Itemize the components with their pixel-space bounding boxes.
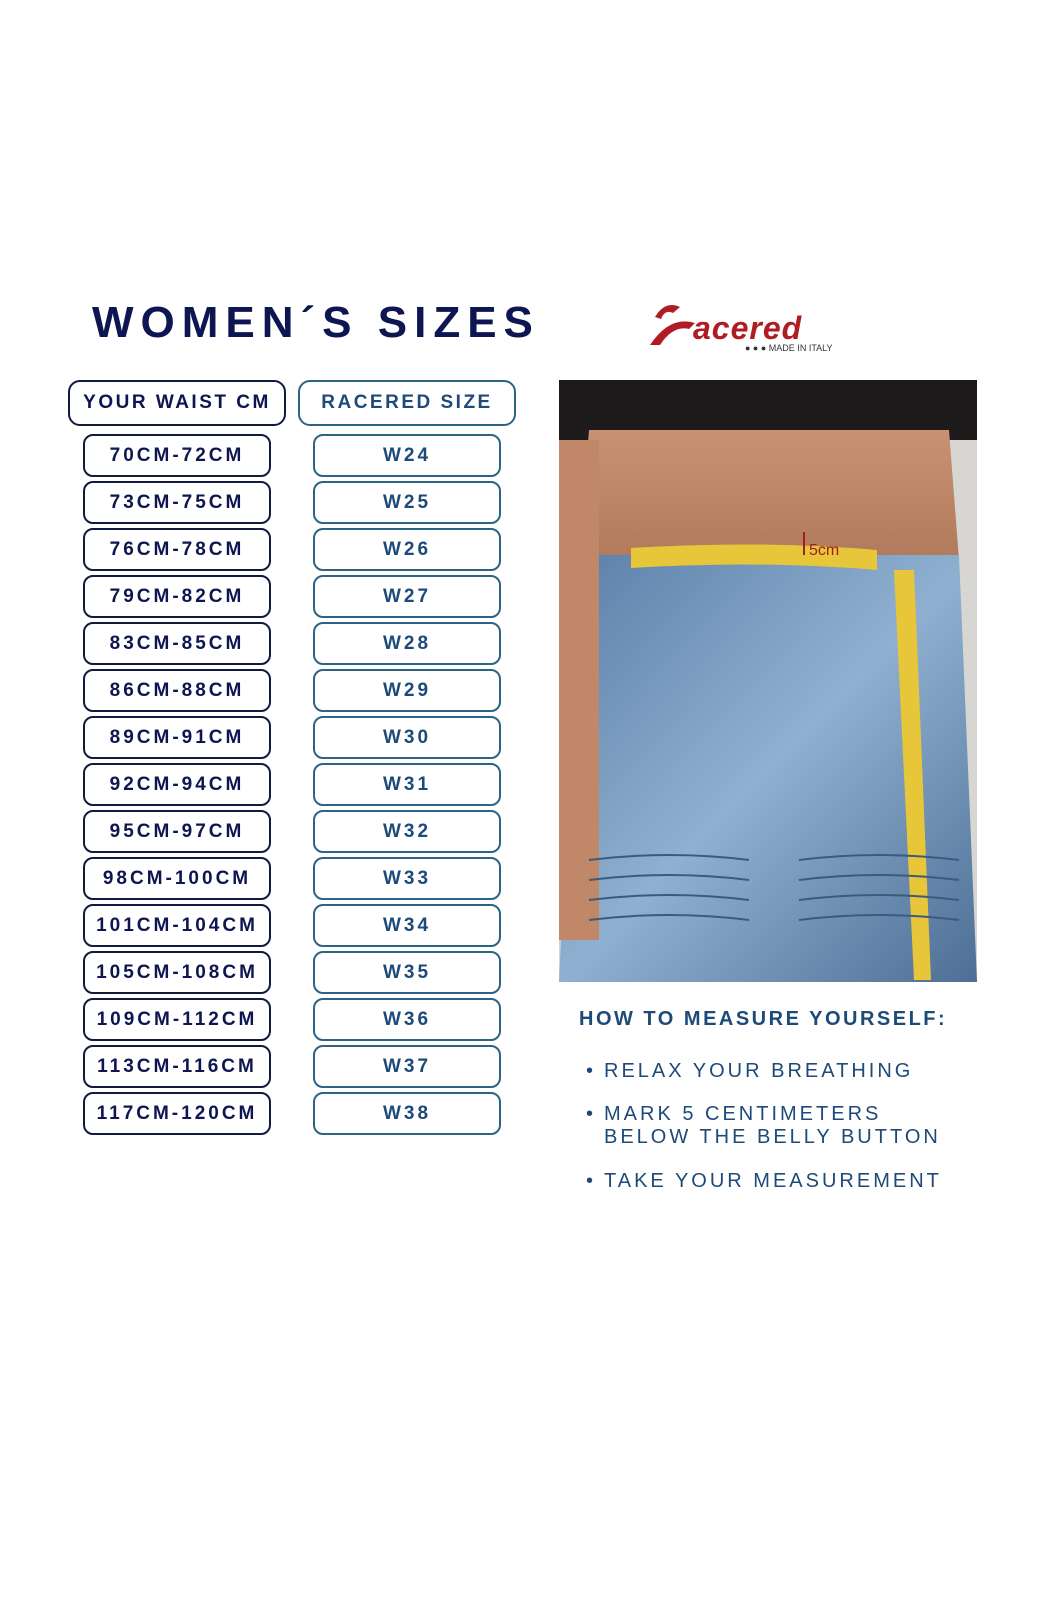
- waist-cell: 92CM-94CM: [83, 763, 271, 806]
- header-racered-size: RACERED SIZE: [298, 380, 516, 426]
- size-cell: W24: [313, 434, 501, 477]
- step-text: RELAX YOUR BREATHING: [604, 1060, 914, 1082]
- waist-cell: 86CM-88CM: [83, 669, 271, 712]
- waist-cell: 113CM-116CM: [83, 1045, 271, 1088]
- size-cell: W37: [313, 1045, 501, 1088]
- waist-cell: 76CM-78CM: [83, 528, 271, 571]
- svg-text:acered: acered: [693, 310, 803, 346]
- svg-text:● ● ● MADE IN ITALY: ● ● ● MADE IN ITALY: [745, 343, 833, 353]
- step-measure: • TAKE YOUR MEASUREMENT: [586, 1170, 942, 1192]
- measuring-photo: 5cm: [559, 380, 977, 982]
- waist-cell: 109CM-112CM: [83, 998, 271, 1041]
- waist-cell: 95CM-97CM: [83, 810, 271, 853]
- size-cell: W32: [313, 810, 501, 853]
- size-cell: W36: [313, 998, 501, 1041]
- waist-cell: 73CM-75CM: [83, 481, 271, 524]
- waist-cell: 70CM-72CM: [83, 434, 271, 477]
- step-text: BELOW THE BELLY BUTTON: [604, 1126, 941, 1148]
- size-cell: W38: [313, 1092, 501, 1135]
- waist-cell: 117CM-120CM: [83, 1092, 271, 1135]
- header-your-waist: YOUR WAIST CM: [68, 380, 286, 426]
- waist-cell: 98CM-100CM: [83, 857, 271, 900]
- waist-cell: 89CM-91CM: [83, 716, 271, 759]
- waist-cell: 79CM-82CM: [83, 575, 271, 618]
- size-cell: W29: [313, 669, 501, 712]
- racered-logo: acered ● ● ● MADE IN ITALY: [650, 304, 833, 353]
- page-title: WOMEN´S SIZES: [92, 298, 540, 347]
- waist-cell: 83CM-85CM: [83, 622, 271, 665]
- size-cell: W31: [313, 763, 501, 806]
- size-cell: W35: [313, 951, 501, 994]
- size-cell: W25: [313, 481, 501, 524]
- size-cell: W27: [313, 575, 501, 618]
- size-cell: W28: [313, 622, 501, 665]
- how-to-measure-heading: HOW TO MEASURE YOURSELF:: [579, 1008, 948, 1030]
- step-text: TAKE YOUR MEASUREMENT: [604, 1170, 942, 1192]
- step-text: MARK 5 CENTIMETERS: [604, 1103, 882, 1125]
- tape-label: 5cm: [809, 542, 839, 559]
- step-relax: • RELAX YOUR BREATHING: [586, 1060, 914, 1082]
- size-cell: W26: [313, 528, 501, 571]
- size-cell: W34: [313, 904, 501, 947]
- size-cell: W30: [313, 716, 501, 759]
- step-mark: • MARK 5 CENTIMETERS BELOW THE BELLY BUTTO…: [586, 1103, 941, 1148]
- size-cell: W33: [313, 857, 501, 900]
- waist-cell: 101CM-104CM: [83, 904, 271, 947]
- waist-cell: 105CM-108CM: [83, 951, 271, 994]
